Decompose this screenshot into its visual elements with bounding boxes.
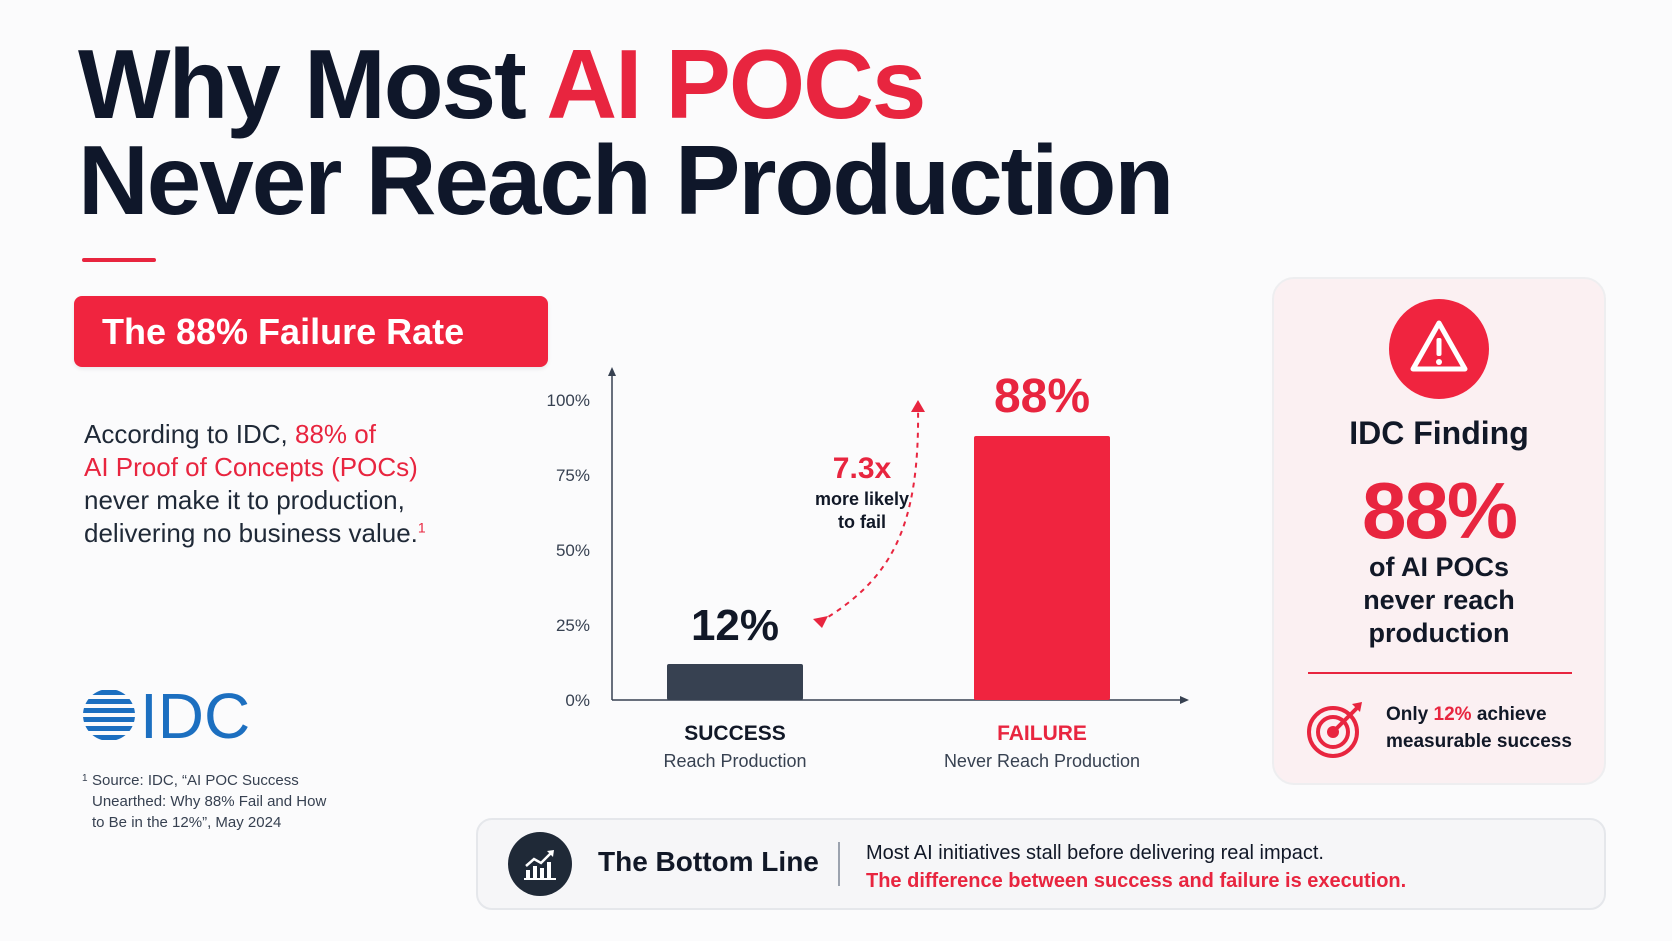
finding-desc-line: of AI POCs	[1368, 552, 1509, 582]
finding-percent: 88%	[1361, 466, 1518, 555]
idc-finding-card: IDC Finding 88% of AI POCs never reach p…	[1272, 277, 1606, 785]
bar-failure	[974, 436, 1110, 700]
failure-rate-badge: The 88% Failure Rate	[74, 296, 548, 367]
warning-icon	[1389, 299, 1489, 399]
bottom-line-text-2: The difference between success and failu…	[866, 870, 1407, 892]
annotation-value: 7.3x	[833, 452, 892, 485]
category-sublabel: Never Reach Production	[944, 751, 1140, 771]
y-axis-arrow	[608, 367, 616, 376]
intro-highlight-1: 88% of	[294, 419, 376, 449]
page-title: Why Most AI POCs Never Reach Production	[78, 35, 1174, 235]
title-underline	[82, 258, 156, 262]
bar-value-label: 12%	[691, 601, 779, 650]
y-tick-label: 0%	[565, 691, 590, 710]
intro-post: never make it to production, delivering …	[84, 485, 418, 548]
bottom-line-title: The Bottom Line	[598, 846, 819, 877]
category-label: SUCCESS	[684, 722, 786, 745]
bar-chart: 0% 25% 50% 75% 100% 12% SUCCESS Reach Productio…	[547, 367, 1189, 771]
intro-pre: According to IDC,	[84, 419, 295, 449]
title-part1: Why Most	[78, 29, 547, 139]
bottom-line-text-1: Most AI initiatives stall before deliver…	[866, 842, 1324, 864]
finding-desc-line: production	[1368, 618, 1510, 648]
growth-chart-icon	[508, 832, 572, 896]
note-line2: measurable success	[1386, 731, 1572, 752]
note-pre: Only	[1386, 704, 1434, 725]
y-tick-label: 50%	[556, 541, 590, 560]
finding-note: Only 12% achieve measurable success	[1386, 701, 1596, 755]
idc-logo-text: IDC	[140, 686, 250, 744]
intro-text: According to IDC, 88% of AI Proof of Con…	[84, 418, 484, 550]
annotation-arrowhead-bottom	[813, 616, 828, 628]
finding-desc-line: never reach	[1363, 585, 1515, 615]
bottom-line-divider	[838, 842, 840, 886]
finding-divider	[1308, 672, 1572, 674]
y-tick-label: 75%	[556, 466, 590, 485]
finding-title: IDC Finding	[1349, 415, 1529, 451]
title-line2: Never Reach Production	[78, 125, 1174, 235]
annotation-text: more likely	[815, 489, 909, 509]
source-text: Source: IDC, “AI POC Success Unearthed: …	[92, 772, 327, 831]
bar-value-label: 88%	[994, 370, 1090, 423]
y-tick-label: 25%	[556, 616, 590, 635]
bar-success	[667, 664, 803, 700]
annotation-arrowhead-top	[911, 400, 925, 412]
annotation-arrow	[819, 405, 920, 623]
source-mark: 1	[82, 773, 88, 784]
finding-description: of AI POCs never reach production	[1274, 551, 1604, 650]
note-post: achieve	[1471, 704, 1547, 725]
title-accent: AI POCs	[546, 29, 926, 139]
idc-logo: IDC	[83, 686, 250, 744]
category-sublabel: Reach Production	[663, 751, 806, 771]
bottom-line-bar: The Bottom Line Most AI initiatives stal…	[476, 818, 1606, 910]
source-note: 1 Source: IDC, “AI POC Success Unearthed…	[82, 770, 342, 833]
note-highlight: 12%	[1433, 704, 1472, 725]
footnote-mark: 1	[417, 519, 426, 536]
y-tick-label: 100%	[547, 391, 590, 410]
category-label: FAILURE	[997, 722, 1087, 745]
x-axis-arrow	[1180, 696, 1189, 704]
target-icon	[1307, 702, 1362, 758]
intro-highlight-2: AI Proof of Concepts (POCs)	[84, 452, 418, 482]
annotation-text: to fail	[838, 512, 886, 532]
